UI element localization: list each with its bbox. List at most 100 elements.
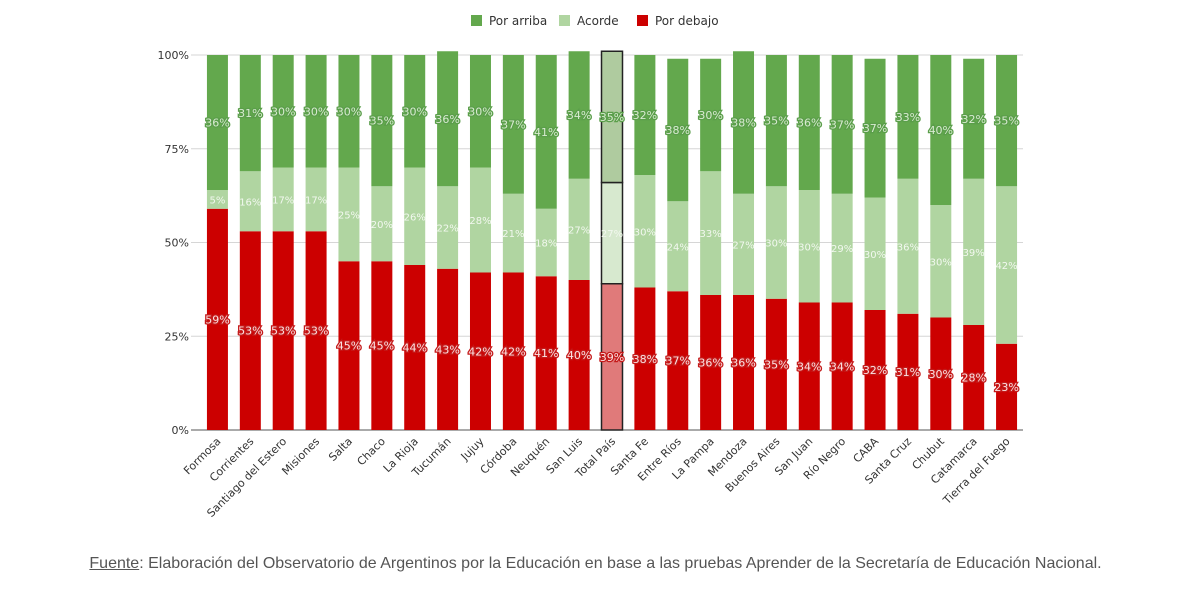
legend-label-acorde[interactable]: Acorde: [577, 14, 619, 28]
y-tick-label: 0%: [172, 424, 189, 437]
bar-por-debajo-la-pampa[interactable]: [700, 295, 722, 430]
bar-acorde-corrientes[interactable]: [239, 171, 261, 232]
bar-acorde-mendoza[interactable]: [733, 193, 755, 295]
data-label-por-arriba-misiones: 30%: [304, 105, 328, 118]
bar-acorde-catamarca[interactable]: [963, 178, 985, 325]
bar-por-arriba-san-juan[interactable]: [798, 55, 820, 190]
bar-por-debajo-cordoba[interactable]: [502, 272, 524, 431]
bar-acorde-la-rioja[interactable]: [404, 167, 426, 266]
bar-por-arriba-cordoba[interactable]: [502, 55, 524, 194]
bar-por-debajo-misiones[interactable]: [305, 231, 327, 430]
bar-por-debajo-chaco[interactable]: [371, 261, 393, 430]
bar-acorde-caba[interactable]: [864, 197, 886, 311]
bar-por-arriba-buenos-aires[interactable]: [765, 55, 787, 187]
y-tick-label: 25%: [165, 330, 189, 343]
x-tick-label-salta: Salta: [326, 435, 355, 464]
legend-label-por-arriba[interactable]: Por arriba: [489, 14, 547, 28]
bar-acorde-santiago-del-estero[interactable]: [272, 167, 294, 232]
bar-acorde-cordoba[interactable]: [502, 193, 524, 273]
bar-acorde-tierra-del-fuego[interactable]: [996, 186, 1018, 344]
bar-por-arriba-salta[interactable]: [338, 55, 360, 168]
bar-por-arriba-corrientes[interactable]: [239, 55, 261, 172]
bar-por-arriba-tucuman[interactable]: [437, 51, 459, 187]
bar-por-debajo-la-rioja[interactable]: [404, 265, 426, 430]
bar-por-debajo-corrientes[interactable]: [239, 231, 261, 430]
data-label-por-arriba-buenos-aires: 35%: [764, 115, 788, 128]
data-label-acorde-san-luis: 27%: [568, 225, 590, 236]
data-label-acorde-tucuman: 22%: [436, 224, 458, 235]
bar-por-arriba-catamarca[interactable]: [963, 58, 985, 179]
bar-por-arriba-misiones[interactable]: [305, 55, 327, 168]
bar-por-debajo-santiago-del-estero[interactable]: [272, 231, 294, 430]
bar-por-arriba-santa-cruz[interactable]: [897, 55, 919, 179]
legend-label-por-debajo[interactable]: Por debajo: [655, 14, 719, 28]
bar-por-arriba-jujuy[interactable]: [469, 55, 491, 168]
data-label-acorde-formosa: 5%: [210, 195, 226, 206]
bar-por-debajo-buenos-aires[interactable]: [765, 298, 787, 430]
bar-por-arriba-total-pais[interactable]: [600, 50, 624, 184]
bar-por-debajo-salta[interactable]: [338, 261, 360, 430]
bar-por-arriba-santiago-del-estero[interactable]: [272, 55, 294, 168]
bar-por-debajo-neuquen[interactable]: [535, 276, 557, 430]
legend: Por arriba Acorde Por debajo: [471, 14, 719, 28]
bar-por-arriba-la-pampa[interactable]: [700, 58, 722, 172]
bar-por-arriba-formosa[interactable]: [206, 55, 228, 190]
bar-por-debajo-tucuman[interactable]: [437, 268, 459, 430]
bar-por-arriba-chaco[interactable]: [371, 55, 393, 187]
legend-swatch-acorde: [559, 15, 570, 26]
bar-por-debajo-mendoza[interactable]: [733, 295, 755, 430]
bar-acorde-formosa[interactable]: [206, 190, 228, 209]
bar-por-arriba-rio-negro[interactable]: [831, 55, 853, 194]
bar-por-arriba-chubut[interactable]: [930, 55, 952, 205]
data-label-acorde-buenos-aires: 30%: [765, 239, 787, 250]
bar-acorde-salta[interactable]: [338, 167, 360, 262]
bar-acorde-santa-fe[interactable]: [634, 175, 656, 288]
data-label-por-debajo-tucuman: 43%: [435, 343, 459, 356]
bar-acorde-rio-negro[interactable]: [831, 193, 853, 303]
bar-por-debajo-santa-cruz[interactable]: [897, 313, 919, 430]
bar-acorde-la-pampa[interactable]: [700, 171, 722, 295]
bar-por-debajo-entre-rios[interactable]: [667, 291, 689, 430]
bar-por-debajo-san-luis[interactable]: [568, 280, 590, 430]
data-label-por-arriba-caba: 37%: [863, 122, 887, 135]
bar-por-arriba-neuquen[interactable]: [535, 55, 557, 209]
data-label-por-debajo-catamarca: 28%: [961, 372, 985, 385]
bar-por-debajo-tierra-del-fuego[interactable]: [996, 343, 1018, 430]
bar-por-debajo-jujuy[interactable]: [469, 272, 491, 431]
data-label-por-arriba-san-juan: 36%: [797, 117, 821, 130]
bar-acorde-entre-rios[interactable]: [667, 201, 689, 292]
data-label-acorde-chaco: 20%: [371, 220, 393, 231]
bar-por-arriba-tierra-del-fuego[interactable]: [996, 55, 1018, 187]
bar-acorde-santa-cruz[interactable]: [897, 178, 919, 314]
bar-acorde-jujuy[interactable]: [469, 167, 491, 273]
bar-acorde-misiones[interactable]: [305, 167, 327, 232]
legend-swatch-por-debajo: [637, 15, 648, 26]
bar-acorde-neuquen[interactable]: [535, 208, 557, 277]
data-label-por-arriba-mendoza: 38%: [731, 117, 755, 130]
bar-acorde-tucuman[interactable]: [437, 186, 459, 269]
bar-acorde-san-juan[interactable]: [798, 190, 820, 303]
bar-por-debajo-santa-fe[interactable]: [634, 287, 656, 431]
bar-por-debajo-san-juan[interactable]: [798, 302, 820, 431]
bar-por-arriba-la-rioja[interactable]: [404, 55, 426, 168]
bar-por-arriba-mendoza[interactable]: [733, 51, 755, 194]
bar-acorde-chubut[interactable]: [930, 205, 952, 318]
stacked-bar-chart: Por arriba Acorde Por debajo 0% 25% 50% 75% 10…: [158, 14, 1023, 520]
bar-acorde-chaco[interactable]: [371, 186, 393, 262]
bar-por-debajo-formosa[interactable]: [206, 208, 228, 430]
data-label-por-arriba-formosa: 36%: [205, 117, 229, 130]
bar-acorde-buenos-aires[interactable]: [765, 186, 787, 299]
data-label-por-debajo-rio-negro: 34%: [830, 360, 854, 373]
bar-por-arriba-entre-rios[interactable]: [667, 58, 689, 202]
bar-por-debajo-rio-negro[interactable]: [831, 302, 853, 431]
bar-por-debajo-chubut[interactable]: [930, 317, 952, 431]
bar-por-arriba-caba[interactable]: [864, 58, 886, 198]
bar-por-debajo-catamarca[interactable]: [963, 325, 985, 430]
bar-por-debajo-caba[interactable]: [864, 310, 886, 430]
bars: [206, 50, 1018, 431]
bar-por-arriba-santa-fe[interactable]: [634, 55, 656, 175]
bar-acorde-san-luis[interactable]: [568, 178, 590, 280]
bar-por-arriba-san-luis[interactable]: [568, 51, 590, 179]
data-label-por-debajo-tierra-del-fuego: 23%: [994, 381, 1018, 394]
